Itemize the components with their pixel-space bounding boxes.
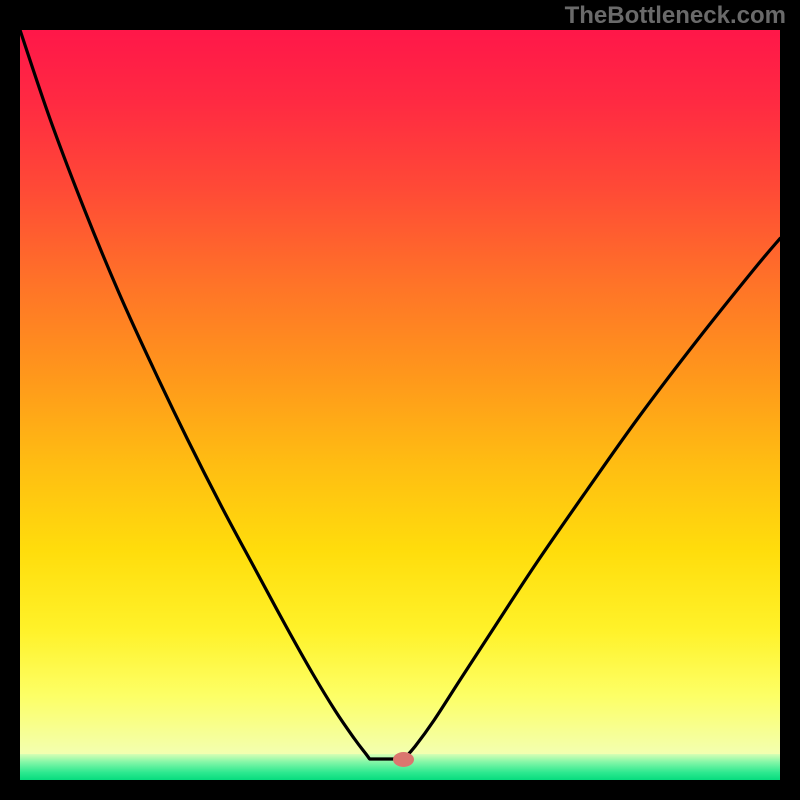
watermark-text: TheBottleneck.com <box>565 2 786 30</box>
plot-area <box>20 30 780 780</box>
chart-frame <box>0 0 800 800</box>
bottleneck-curve <box>20 30 780 780</box>
current-point-marker <box>393 752 414 767</box>
